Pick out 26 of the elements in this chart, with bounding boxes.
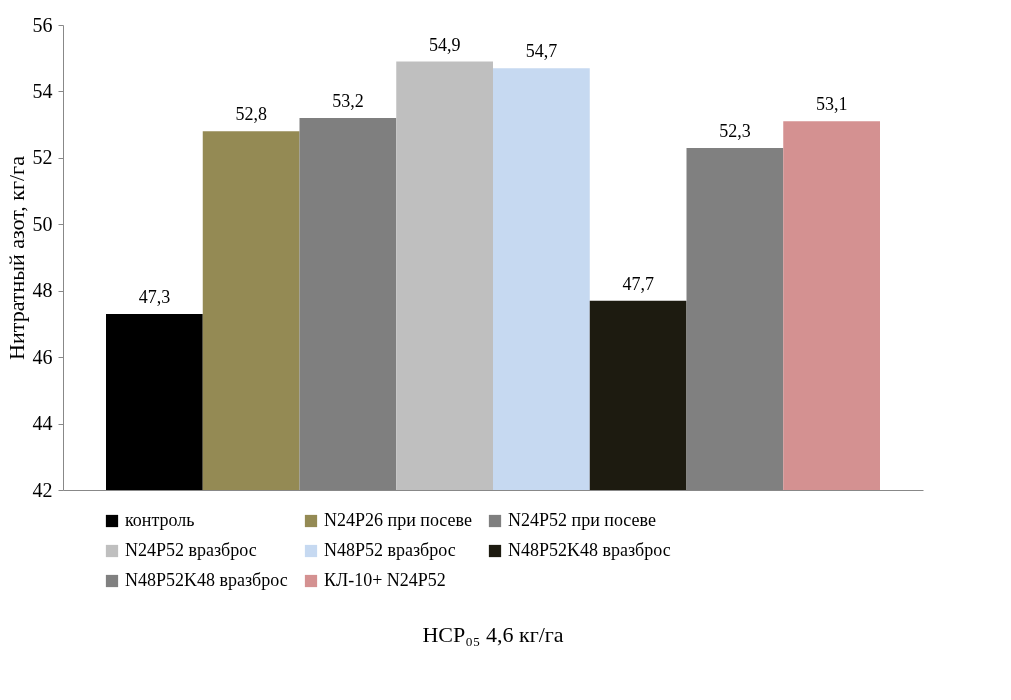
data-label: 52,3	[719, 120, 751, 141]
legend-label: N24P52 вразброс	[125, 540, 257, 560]
legend-label: КЛ-10+ N24P52	[324, 570, 446, 590]
legend-label: N48P52K48 вразброс	[508, 540, 671, 560]
legend-label: контроль	[125, 510, 195, 530]
y-axis-title: Нитратный азот, кг/га	[3, 155, 29, 360]
legend-label: N48P52 вразброс	[324, 540, 456, 560]
y-tick-label: 46	[32, 345, 53, 368]
y-tick-label: 48	[32, 279, 53, 302]
text: НСР₀₅ 4,6 кг/га	[422, 622, 564, 647]
data-label: 52,8	[235, 104, 267, 125]
data-label: 53,1	[815, 94, 848, 115]
data-label: 53,2	[332, 91, 364, 111]
legend-label: N24P52 при посеве	[508, 510, 656, 530]
y-tick-label: 54	[32, 79, 53, 102]
y-tick-label: 42	[32, 478, 53, 501]
y-tick-label: 50	[32, 212, 53, 235]
data-label: 54,9	[428, 34, 461, 55]
y-tick-label: 52	[32, 146, 53, 169]
legend-label: N48P52K48 вразброс	[125, 570, 288, 590]
y-tick-label: 44	[32, 412, 53, 435]
data-label: 47,7	[622, 273, 654, 294]
data-label: 54,7	[525, 41, 558, 62]
y-tick-label: 56	[32, 13, 53, 36]
legend-label: N24P26 при посеве	[324, 510, 472, 530]
data-label: 47,3	[138, 286, 171, 307]
